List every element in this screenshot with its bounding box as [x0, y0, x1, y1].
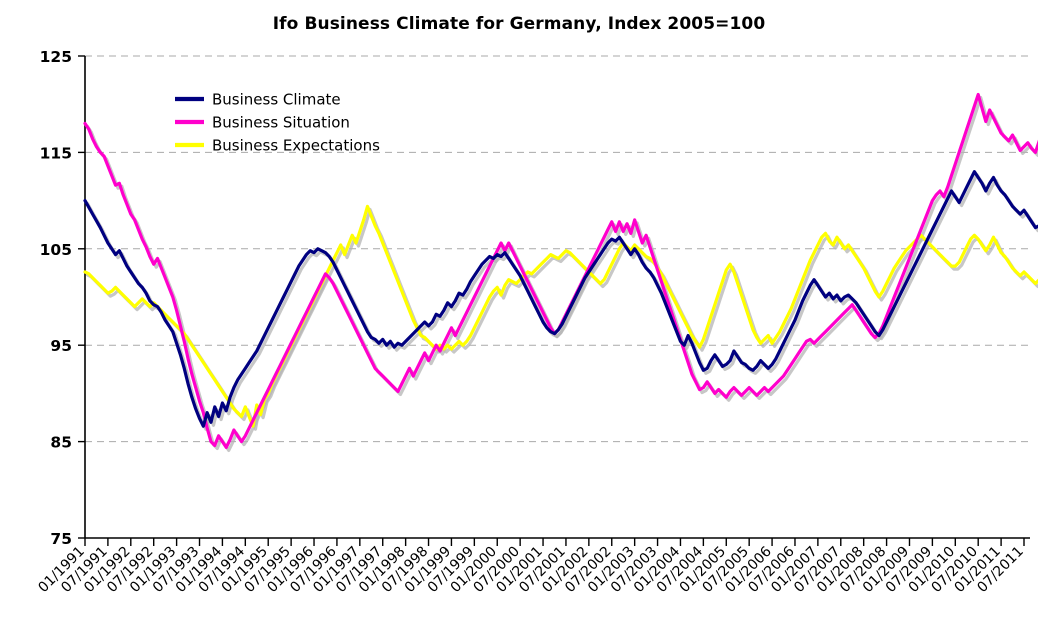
x-axis-tickmarks: [84, 538, 1025, 546]
chart-title: Ifo Business Climate for Germany, Index …: [272, 14, 766, 34]
series-line-business-situation: [83, 92, 1038, 449]
series-line-business-expectations: [83, 204, 1038, 428]
y-tick-label: 115: [40, 144, 72, 162]
x-axis-labels: 01/199107/199101/199207/199201/199307/19…: [35, 543, 1026, 596]
y-tick-label: 125: [40, 48, 72, 66]
y-tick-label: 85: [50, 434, 72, 452]
series-line-business-climate: [83, 170, 1038, 428]
y-tick-label: 75: [50, 530, 72, 548]
legend-label: Business Situation: [212, 114, 350, 132]
y-tick-label: 95: [50, 337, 72, 355]
legend-label: Business Climate: [212, 91, 341, 109]
chart-legend: Business Climate Business Situation Busine…: [175, 91, 380, 155]
legend-label: Business Expectations: [212, 137, 380, 155]
axis-group: [78, 55, 1030, 539]
y-axis-labels: 75 85 95 105 115 125: [40, 48, 72, 548]
y-tick-label: 105: [40, 241, 72, 259]
series-group: [83, 92, 1038, 449]
